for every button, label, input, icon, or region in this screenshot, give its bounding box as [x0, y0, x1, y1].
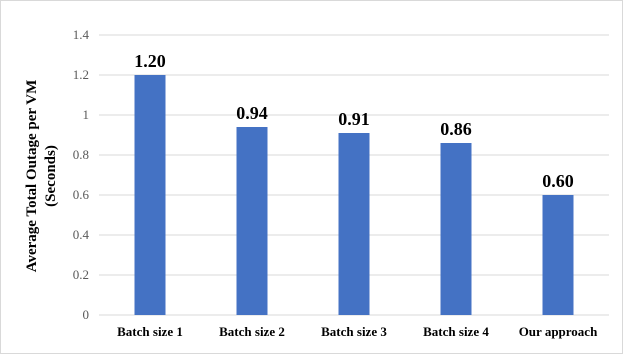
data-label: 0.60	[542, 171, 574, 191]
y-tick-label: 0.2	[73, 267, 89, 282]
data-label: 1.20	[134, 51, 166, 71]
x-category-label: Batch size 4	[423, 324, 489, 339]
data-labels: 1.20 0.94 0.91 0.86 0.60	[134, 51, 574, 191]
x-category-label: Our approach	[519, 324, 598, 339]
bar	[236, 127, 268, 315]
x-category-label: Batch size 3	[321, 324, 387, 339]
y-tick-label: 0.6	[73, 187, 90, 202]
y-axis-ticks: 0 0.2 0.4 0.6 0.8 1 1.2 1.4	[73, 27, 90, 322]
y-axis-title-line1: Average Total Outage per VM	[24, 80, 40, 272]
y-tick-label: 1	[83, 107, 90, 122]
x-category-label: Batch size 1	[117, 324, 183, 339]
data-label: 0.86	[440, 119, 472, 139]
bar	[440, 143, 472, 315]
bar	[542, 195, 574, 315]
bar	[338, 133, 370, 315]
y-axis-title-line2: (Seconds)	[43, 145, 59, 207]
bars	[134, 75, 574, 315]
data-label: 0.91	[338, 109, 370, 129]
bar	[134, 75, 166, 315]
data-label: 0.94	[236, 103, 268, 123]
y-tick-label: 1.2	[73, 67, 89, 82]
y-tick-label: 1.4	[73, 27, 90, 42]
y-tick-label: 0.4	[73, 227, 90, 242]
x-category-label: Batch size 2	[219, 324, 285, 339]
y-tick-label: 0	[83, 307, 90, 322]
y-tick-label: 0.8	[73, 147, 89, 162]
x-axis-labels: Batch size 1 Batch size 2 Batch size 3 Batc…	[117, 324, 598, 339]
